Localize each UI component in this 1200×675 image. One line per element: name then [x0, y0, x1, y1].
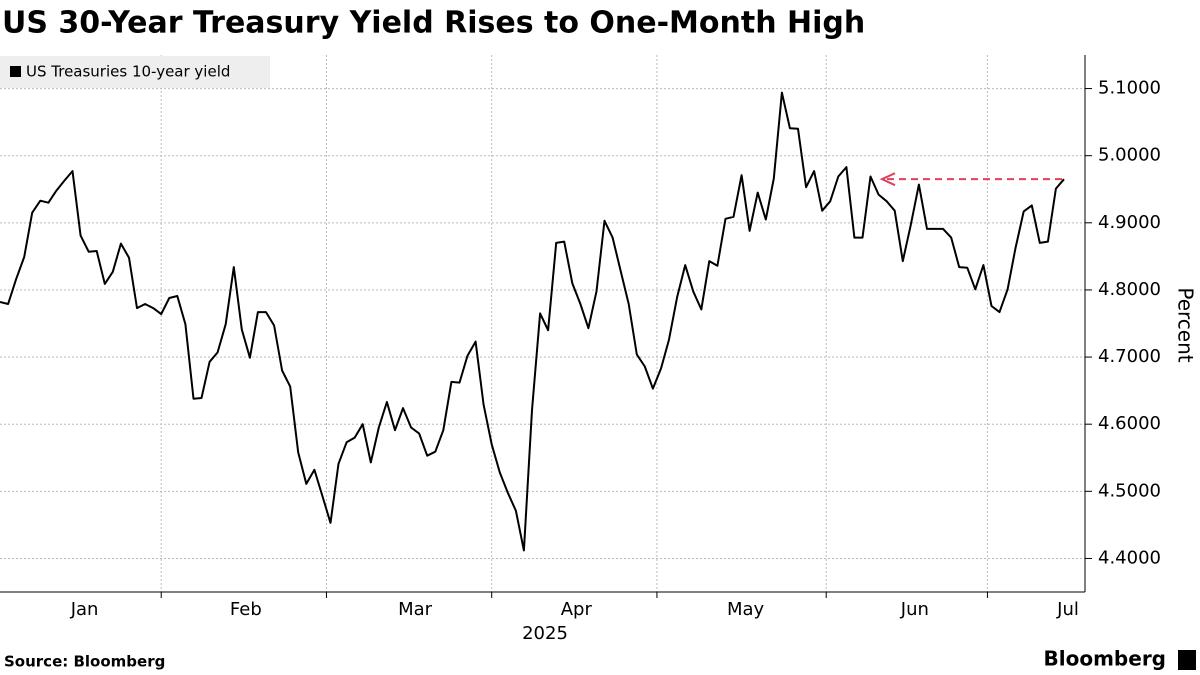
y-tick-label: 4.9000 — [1098, 212, 1161, 233]
legend-label: US Treasuries 10-year yield — [26, 63, 230, 81]
x-tick-label: Mar — [398, 599, 433, 620]
y-tick-label: 4.8000 — [1098, 279, 1161, 300]
brand-icon — [1178, 650, 1196, 670]
x-year-label: 2025 — [522, 623, 568, 644]
chart-title: US 30-Year Treasury Yield Rises to One-M… — [2, 6, 865, 41]
y-tick-label: 4.7000 — [1098, 346, 1161, 367]
y-axis-label: Percent — [1174, 287, 1198, 362]
y-tick-label: 4.5000 — [1098, 480, 1161, 501]
y-tick-label: 5.1000 — [1098, 78, 1161, 99]
grid — [0, 55, 1085, 592]
legend-swatch — [10, 66, 21, 77]
legend-box — [0, 56, 270, 88]
x-tick-label: Jul — [1056, 599, 1079, 620]
x-tick-label: Jun — [900, 599, 929, 620]
series-line — [0, 91, 1065, 552]
x-tick-label: May — [727, 599, 765, 620]
annotation-arrowhead — [879, 172, 896, 187]
x-tick-label: Apr — [561, 599, 593, 620]
x-tick-label: Jan — [70, 599, 99, 620]
y-tick-label: 5.0000 — [1098, 145, 1161, 166]
x-tick-label: Feb — [230, 599, 262, 620]
y-tick-label: 4.6000 — [1098, 413, 1161, 434]
brand: Bloomberg — [1044, 647, 1166, 671]
source: Source: Bloomberg — [4, 653, 165, 671]
y-tick-label: 4.4000 — [1098, 547, 1161, 568]
